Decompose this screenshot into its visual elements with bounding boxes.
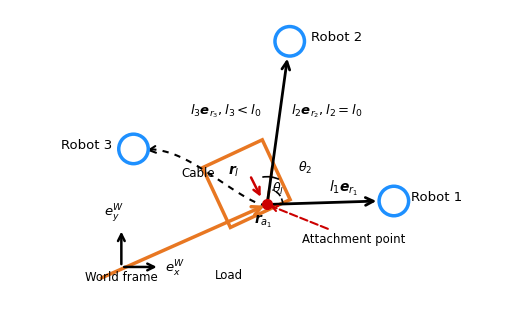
- Text: Robot 3: Robot 3: [61, 139, 112, 152]
- Text: $l_2\boldsymbol{e}_{r_2}, l_2 = l_0$: $l_2\boldsymbol{e}_{r_2}, l_2 = l_0$: [291, 102, 362, 120]
- Text: $l_1\boldsymbol{e}_{r_1}$: $l_1\boldsymbol{e}_{r_1}$: [328, 179, 358, 198]
- Text: $e_y^W$: $e_y^W$: [104, 202, 124, 224]
- Text: Load: Load: [214, 269, 243, 282]
- Text: $e_x^W$: $e_x^W$: [164, 259, 185, 279]
- Text: $l_3\boldsymbol{e}_{r_3}, l_3 < l_0$: $l_3\boldsymbol{e}_{r_3}, l_3 < l_0$: [189, 102, 261, 120]
- Text: Attachment point: Attachment point: [271, 206, 405, 246]
- Text: World frame: World frame: [85, 271, 157, 284]
- Text: $\theta_2$: $\theta_2$: [298, 160, 312, 176]
- Text: $\theta_l$: $\theta_l$: [271, 181, 283, 197]
- Text: Robot 1: Robot 1: [410, 191, 462, 204]
- Text: $\boldsymbol{r}_{a_1}$: $\boldsymbol{r}_{a_1}$: [254, 213, 272, 230]
- Text: Robot 2: Robot 2: [310, 31, 361, 44]
- Text: $\boldsymbol{r}_l$: $\boldsymbol{r}_l$: [228, 164, 240, 179]
- Text: Cable: Cable: [181, 167, 214, 180]
